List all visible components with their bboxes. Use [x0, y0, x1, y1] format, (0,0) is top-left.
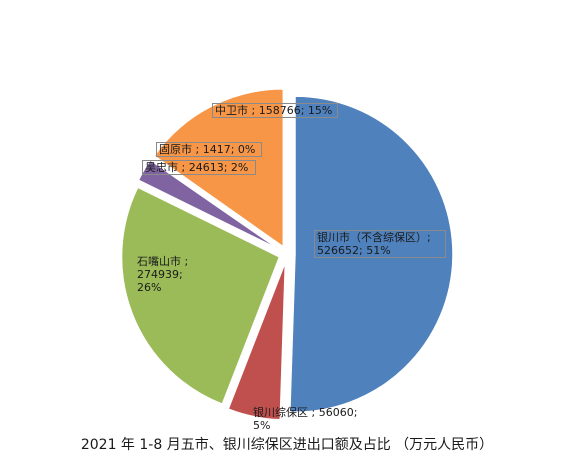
slice-data-label-4: 吴忠市 ; 24613; 2%: [142, 160, 256, 175]
slice-data-label-2: 银川综保区 ; 56060; 5%: [253, 406, 358, 432]
pie-slice-2: [227, 261, 287, 421]
slice-data-label-1: 银川市（不含综保区）; 526652; 51%: [314, 230, 446, 258]
slice-data-label-6: 中卫市 ; 158766; 15%: [212, 103, 338, 118]
pie-slice-6: [153, 88, 285, 249]
slice-data-label-5: 固原市 ; 1417; 0%: [156, 142, 262, 157]
chart-title: 2021 年 1-8 月五市、银川综保区进出口额及占比 （万元人民币）: [80, 437, 494, 453]
pie-slice-5: [149, 157, 281, 251]
pie-slice-3: [120, 186, 281, 406]
slice-data-label-3: 石嘴山市 ; 274939; 26%: [137, 255, 189, 294]
pie-slice-1: [289, 95, 454, 413]
